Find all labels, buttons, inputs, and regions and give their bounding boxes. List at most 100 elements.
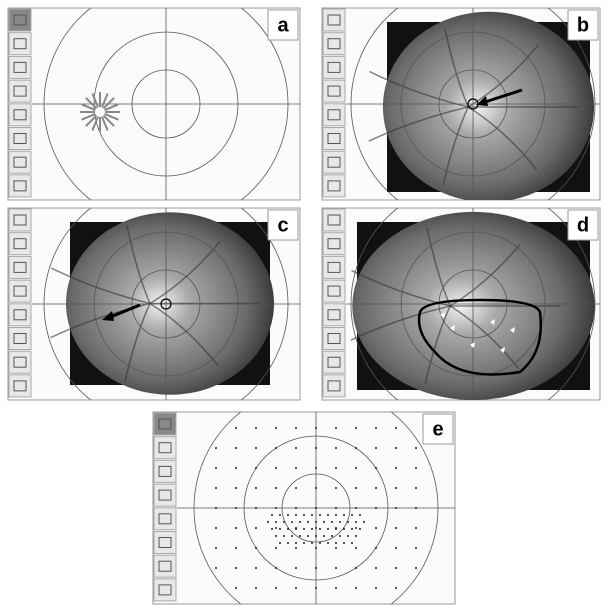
test-point <box>287 514 289 516</box>
panel: b <box>322 0 600 226</box>
test-point <box>235 527 237 529</box>
tool-button[interactable] <box>154 555 176 577</box>
test-point <box>279 528 281 530</box>
test-point <box>295 587 297 589</box>
tool-button[interactable] <box>323 304 345 326</box>
tool-button[interactable] <box>9 280 31 302</box>
tool-button[interactable] <box>154 508 176 530</box>
test-point <box>279 542 281 544</box>
test-point <box>395 567 397 569</box>
test-point <box>375 447 377 449</box>
test-point <box>275 587 277 589</box>
tool-button[interactable] <box>323 351 345 373</box>
tool-button[interactable] <box>9 209 31 231</box>
test-point <box>315 487 317 489</box>
test-point <box>375 527 377 529</box>
tool-button[interactable] <box>9 151 31 173</box>
tool-button[interactable] <box>154 579 176 601</box>
test-point <box>355 447 357 449</box>
tool-button[interactable] <box>9 233 31 255</box>
tool-button[interactable] <box>9 9 31 31</box>
test-point <box>375 587 377 589</box>
test-point <box>271 514 273 516</box>
tool-button[interactable] <box>323 256 345 278</box>
test-point <box>299 535 301 537</box>
tool-button[interactable] <box>323 328 345 350</box>
test-point <box>335 587 337 589</box>
test-point <box>279 514 281 516</box>
test-point <box>291 535 293 537</box>
test-point <box>295 514 297 516</box>
test-point <box>255 467 257 469</box>
test-point <box>339 535 341 537</box>
test-point <box>255 447 257 449</box>
test-point <box>355 547 357 549</box>
panel: c <box>8 182 300 426</box>
test-point <box>255 507 257 509</box>
tool-button[interactable] <box>9 80 31 102</box>
test-point <box>235 507 237 509</box>
test-point <box>271 528 273 530</box>
test-point <box>363 521 365 523</box>
test-point <box>275 535 277 537</box>
test-point <box>395 427 397 429</box>
tool-button[interactable] <box>154 460 176 482</box>
tool-button[interactable] <box>154 413 176 435</box>
test-point <box>327 542 329 544</box>
tool-button[interactable] <box>323 175 345 197</box>
panel-label: b <box>577 14 589 36</box>
tool-button[interactable] <box>323 209 345 231</box>
tool-button[interactable] <box>9 351 31 373</box>
test-point <box>355 507 357 509</box>
test-point <box>335 467 337 469</box>
test-point <box>355 427 357 429</box>
test-point <box>275 547 277 549</box>
test-point <box>291 521 293 523</box>
tool-button[interactable] <box>154 532 176 554</box>
tool-button[interactable] <box>9 256 31 278</box>
test-point <box>343 528 345 530</box>
test-point <box>359 514 361 516</box>
test-point <box>395 587 397 589</box>
test-point <box>415 547 417 549</box>
test-point <box>275 487 277 489</box>
test-point <box>375 467 377 469</box>
tool-button[interactable] <box>323 33 345 55</box>
tool-button[interactable] <box>323 128 345 150</box>
tool-button[interactable] <box>323 80 345 102</box>
test-point <box>335 567 337 569</box>
test-point <box>299 521 301 523</box>
test-point <box>255 487 257 489</box>
test-point <box>275 527 277 529</box>
tool-button[interactable] <box>323 151 345 173</box>
test-point <box>303 542 305 544</box>
tool-button[interactable] <box>9 375 31 397</box>
test-point <box>319 542 321 544</box>
test-point <box>235 447 237 449</box>
test-point <box>295 467 297 469</box>
tool-button[interactable] <box>154 484 176 506</box>
panel: a <box>8 0 300 226</box>
tool-button[interactable] <box>9 33 31 55</box>
tool-button[interactable] <box>154 437 176 459</box>
tool-button[interactable] <box>323 233 345 255</box>
tool-button[interactable] <box>9 175 31 197</box>
test-point <box>295 542 297 544</box>
tool-button[interactable] <box>9 328 31 350</box>
tool-button[interactable] <box>323 9 345 31</box>
test-point <box>275 521 277 523</box>
tool-button[interactable] <box>9 304 31 326</box>
test-point <box>415 567 417 569</box>
tool-button[interactable] <box>323 375 345 397</box>
test-point <box>331 521 333 523</box>
tool-button[interactable] <box>323 104 345 126</box>
tool-button[interactable] <box>9 128 31 150</box>
test-point <box>287 528 289 530</box>
test-point <box>235 487 237 489</box>
panel: e <box>153 386 455 606</box>
tool-button[interactable] <box>9 104 31 126</box>
test-point <box>215 447 217 449</box>
tool-button[interactable] <box>323 56 345 78</box>
tool-button[interactable] <box>323 280 345 302</box>
tool-button[interactable] <box>9 56 31 78</box>
